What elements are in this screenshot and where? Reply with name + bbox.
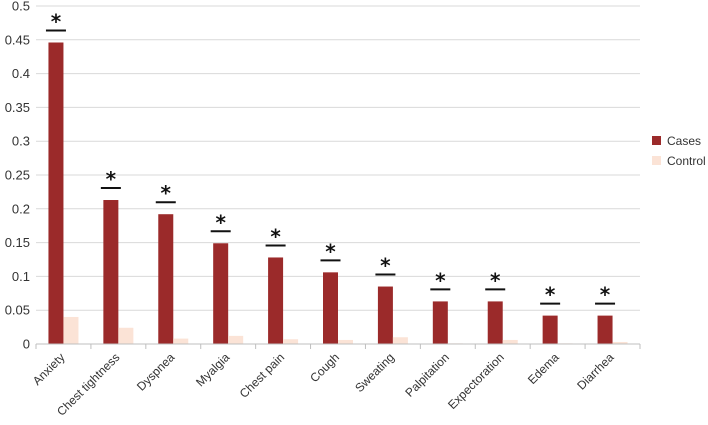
significance-star: *	[106, 167, 117, 191]
legend-swatch	[652, 136, 661, 145]
significance-star: *	[380, 254, 391, 278]
bars	[48, 42, 628, 345]
bar-cases	[542, 315, 558, 344]
bar-cases	[48, 42, 64, 345]
x-category-label: Chest pain	[237, 350, 287, 400]
bar-control	[612, 341, 628, 344]
y-tick-label: 0.15	[5, 235, 30, 250]
legend: Cases Control	[652, 134, 706, 168]
significance-markers: * * * * * * * * * * *	[45, 10, 616, 307]
y-tick-label: 0.1	[12, 269, 30, 284]
bar-control	[392, 337, 408, 344]
y-tick-label: 0.4	[12, 66, 30, 81]
significance-star: *	[490, 268, 501, 292]
significance-star: *	[270, 224, 281, 248]
significance-star: *	[325, 239, 336, 263]
bar-control	[283, 339, 299, 344]
x-category-label: Palpitation	[402, 350, 452, 400]
bar-cases	[158, 214, 174, 344]
x-category-label: Cough	[307, 350, 342, 385]
bar-control	[118, 327, 134, 344]
y-tick-label: 0.25	[5, 168, 30, 183]
y-tick-label: 0.2	[12, 201, 30, 216]
y-tick-label: 0.35	[5, 100, 30, 115]
legend-swatch	[652, 156, 661, 165]
bar-cases	[268, 257, 284, 344]
significance-star: *	[435, 268, 446, 292]
x-category-label: Expectoration	[445, 350, 507, 412]
y-tick-label: 0.3	[12, 134, 30, 149]
bar-control	[63, 316, 79, 344]
bar-cases	[213, 243, 229, 344]
bar-cases	[432, 301, 448, 344]
x-category-label: Sweating	[352, 350, 397, 395]
bar-control	[173, 338, 189, 344]
bar-control	[338, 339, 353, 344]
y-tick-label: 0	[23, 337, 30, 352]
bar-cases	[377, 286, 393, 344]
y-tick-label: 0.5	[12, 0, 30, 14]
significance-star: *	[161, 181, 172, 205]
y-axis: 0 0.05 0.1 0.15 0.2 0.25 0.3 0.35 0.4 0.45 0.5	[5, 0, 30, 352]
bar-cases	[597, 315, 613, 344]
gridlines	[36, 5, 640, 311]
legend-label: Cases	[667, 134, 701, 148]
bar-cases	[103, 200, 119, 344]
x-category-label: Diarrhea	[574, 350, 617, 393]
y-tick-label: 0.05	[5, 303, 30, 318]
bar-cases	[487, 301, 503, 344]
x-category-label: Edema	[525, 350, 562, 387]
x-category-label: Myalgia	[193, 350, 232, 389]
legend-label: Control	[667, 154, 706, 168]
bar-cases	[323, 272, 338, 344]
significance-star: *	[545, 283, 556, 307]
x-category-label: Anxiety	[30, 350, 68, 388]
bar-control	[502, 339, 518, 344]
y-tick-label: 0.45	[5, 32, 30, 47]
significance-star: *	[600, 283, 611, 307]
x-category-label: Dyspnea	[134, 350, 178, 394]
significance-star: *	[51, 10, 62, 34]
bar-control	[228, 335, 244, 344]
significance-star: *	[215, 210, 226, 234]
